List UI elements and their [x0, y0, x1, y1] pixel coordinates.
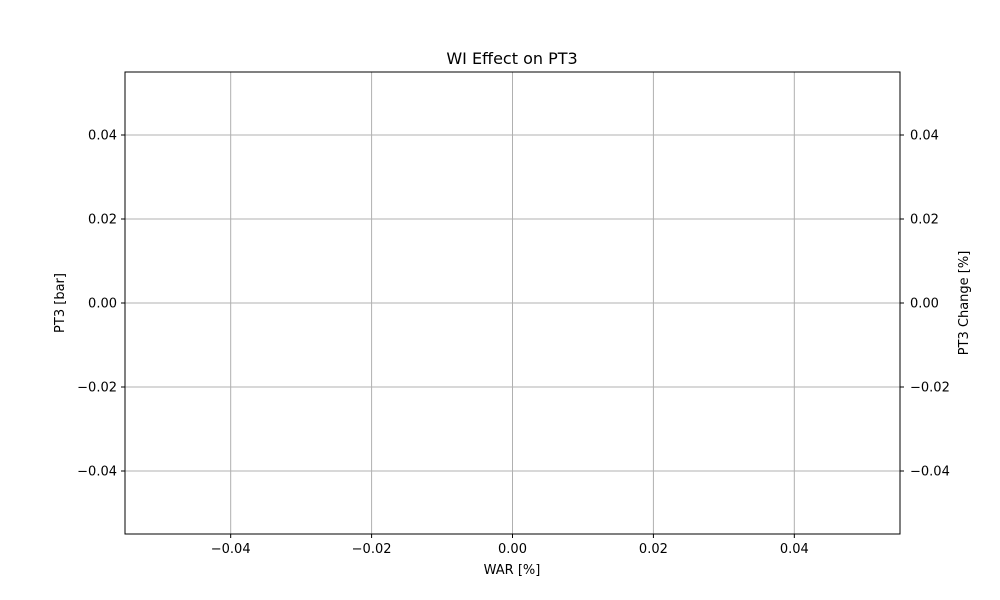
y2-tick-label: 0.04	[910, 129, 939, 144]
y-tick-label: −0.02	[77, 381, 117, 396]
x-tick-label: −0.04	[211, 542, 251, 557]
x-tick-label: 0.02	[639, 542, 668, 557]
x-tick-label: −0.02	[352, 542, 392, 557]
y2-tick-label: −0.02	[910, 381, 950, 396]
y2-tick-label: 0.02	[910, 213, 939, 228]
y2-axis-label: PT3 Change [%]	[957, 251, 972, 356]
y-tick-label: 0.02	[88, 213, 117, 228]
chart-title: WI Effect on PT3	[446, 49, 577, 68]
y-tick-label: 0.00	[88, 297, 117, 312]
y-tick-label: −0.04	[77, 465, 117, 480]
x-axis-label: WAR [%]	[484, 563, 541, 578]
tick-layer: −0.04 −0.02 0.00 0.02 0.04 −0.04 −0.02 0.00 0.02…	[77, 129, 950, 558]
y-tick-label: 0.04	[88, 129, 117, 144]
x-tick-label: 0.04	[780, 542, 809, 557]
y2-tick-label: 0.00	[910, 297, 939, 312]
x-tick-label: 0.00	[498, 542, 527, 557]
grid-layer	[125, 72, 900, 534]
y-axis-label: PT3 [bar]	[53, 273, 68, 333]
y2-tick-label: −0.04	[910, 465, 950, 480]
